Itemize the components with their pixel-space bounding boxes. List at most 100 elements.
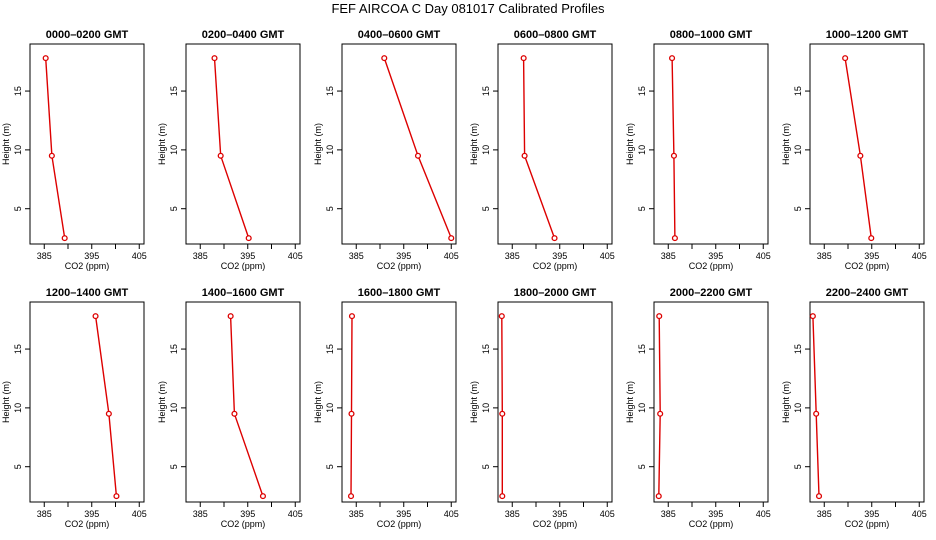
data-point (105, 410, 112, 417)
y-tick-label: 10 (169, 403, 179, 413)
panel-title: 0200–0400 GMT (202, 29, 285, 41)
panel-title: 1000–1200 GMT (826, 29, 909, 41)
x-tick-label: 395 (396, 251, 411, 261)
panel-6: 1000–1200 GMT 385 395 405 5 10 15 CO2 (ppm) Heig… (781, 29, 927, 271)
x-tick-label: 405 (288, 251, 303, 261)
y-axis-label: Height (m) (625, 381, 635, 423)
data-point (520, 55, 527, 62)
panel-12: 2200–2400 GMT 385 395 405 5 10 15 CO2 (ppm) Heig… (781, 287, 927, 529)
panel-4: 0600–0800 GMT 385 395 405 5 10 15 CO2 (ppm) Heig… (469, 29, 615, 271)
x-tick-label: 385 (661, 251, 676, 261)
panel-title: 2200–2400 GMT (826, 287, 909, 299)
data-point (414, 152, 422, 159)
profile-line (383, 57, 452, 239)
x-tick-label: 395 (84, 509, 99, 519)
y-tick-label: 5 (637, 464, 647, 469)
data-point (521, 152, 528, 159)
panel-title: 2000–2200 GMT (670, 287, 753, 299)
x-tick-label: 385 (37, 509, 52, 519)
x-tick-label: 405 (444, 251, 459, 261)
data-point (668, 55, 676, 62)
data-point (815, 493, 823, 500)
data-point (231, 410, 238, 417)
data-point (656, 313, 663, 320)
panel-8: 1400–1600 GMT 385 395 405 5 10 15 CO2 (ppm) Heig… (157, 287, 303, 529)
y-tick-label: 5 (13, 206, 23, 211)
x-axis-label: CO2 (ppm) (533, 261, 578, 271)
x-tick-label: 385 (817, 251, 832, 261)
x-tick-label: 395 (240, 509, 255, 519)
plot-frame (29, 43, 145, 245)
x-tick-label: 385 (37, 251, 52, 261)
data-point (48, 152, 55, 159)
x-tick-label: 395 (864, 509, 879, 519)
y-axis-label: Height (m) (781, 381, 791, 423)
data-point (217, 152, 224, 159)
y-tick-label: 15 (793, 86, 803, 96)
plot-frame (185, 43, 301, 245)
x-tick-label: 395 (708, 251, 723, 261)
y-axis-label: Height (m) (625, 123, 635, 165)
y-tick-label: 15 (637, 86, 647, 96)
y-axis-label: Height (m) (313, 381, 323, 423)
profile-line (522, 58, 556, 239)
y-axis-label: Height (m) (157, 381, 167, 423)
profile-line (812, 316, 820, 497)
x-tick-label: 405 (132, 251, 147, 261)
data-point (657, 410, 664, 417)
x-tick-label: 405 (756, 251, 771, 261)
y-tick-label: 5 (637, 206, 647, 211)
y-tick-label: 15 (169, 86, 179, 96)
panel-9: 1600–1800 GMT 385 395 405 5 10 15 CO2 (ppm) Heig… (313, 287, 459, 529)
x-tick-label: 385 (349, 251, 364, 261)
plot-frame (341, 43, 457, 245)
y-tick-label: 5 (793, 206, 803, 211)
profile-line (350, 316, 353, 497)
panel-title: 1600–1800 GMT (358, 287, 441, 299)
y-tick-label: 10 (325, 403, 335, 413)
plot-frame (497, 43, 613, 245)
plot-frame (809, 301, 925, 503)
y-tick-label: 5 (793, 464, 803, 469)
y-tick-label: 15 (13, 344, 23, 354)
x-tick-label: 385 (505, 509, 520, 519)
plot-frame (653, 43, 769, 245)
y-tick-label: 10 (481, 403, 491, 413)
data-point (655, 493, 662, 500)
y-tick-label: 10 (793, 403, 803, 413)
x-tick-label: 395 (240, 251, 255, 261)
x-axis-label: CO2 (ppm) (845, 261, 890, 271)
x-tick-label: 385 (349, 509, 364, 519)
x-tick-label: 405 (912, 509, 927, 519)
data-point (61, 235, 68, 242)
panel-title: 0000–0200 GMT (46, 29, 129, 41)
data-point (499, 410, 506, 417)
x-axis-label: CO2 (ppm) (221, 519, 266, 529)
x-tick-label: 385 (505, 251, 520, 261)
y-tick-label: 10 (13, 145, 23, 155)
y-tick-label: 5 (13, 464, 23, 469)
data-point (113, 493, 120, 500)
x-axis-label: CO2 (ppm) (221, 261, 266, 271)
y-tick-label: 10 (13, 403, 23, 413)
y-tick-label: 10 (169, 145, 179, 155)
x-tick-label: 395 (708, 509, 723, 519)
plot-frame (653, 301, 769, 503)
x-axis-label: CO2 (ppm) (377, 261, 422, 271)
x-tick-label: 405 (912, 251, 927, 261)
y-tick-label: 15 (325, 344, 335, 354)
panel-11: 2000–2200 GMT 385 395 405 5 10 15 CO2 (ppm) Heig… (625, 287, 771, 529)
x-tick-label: 405 (600, 251, 615, 261)
x-tick-label: 395 (552, 509, 567, 519)
panel-title: 1400–1600 GMT (202, 287, 285, 299)
data-point (348, 410, 355, 417)
x-tick-label: 385 (193, 509, 208, 519)
profile-line (844, 57, 872, 239)
y-axis-label: Height (m) (157, 123, 167, 165)
x-tick-label: 385 (661, 509, 676, 519)
panel-3: 0400–0600 GMT 385 395 405 5 10 15 CO2 (ppm) Heig… (313, 29, 459, 271)
x-tick-label: 405 (132, 509, 147, 519)
data-point (259, 493, 267, 500)
y-tick-label: 15 (169, 344, 179, 354)
